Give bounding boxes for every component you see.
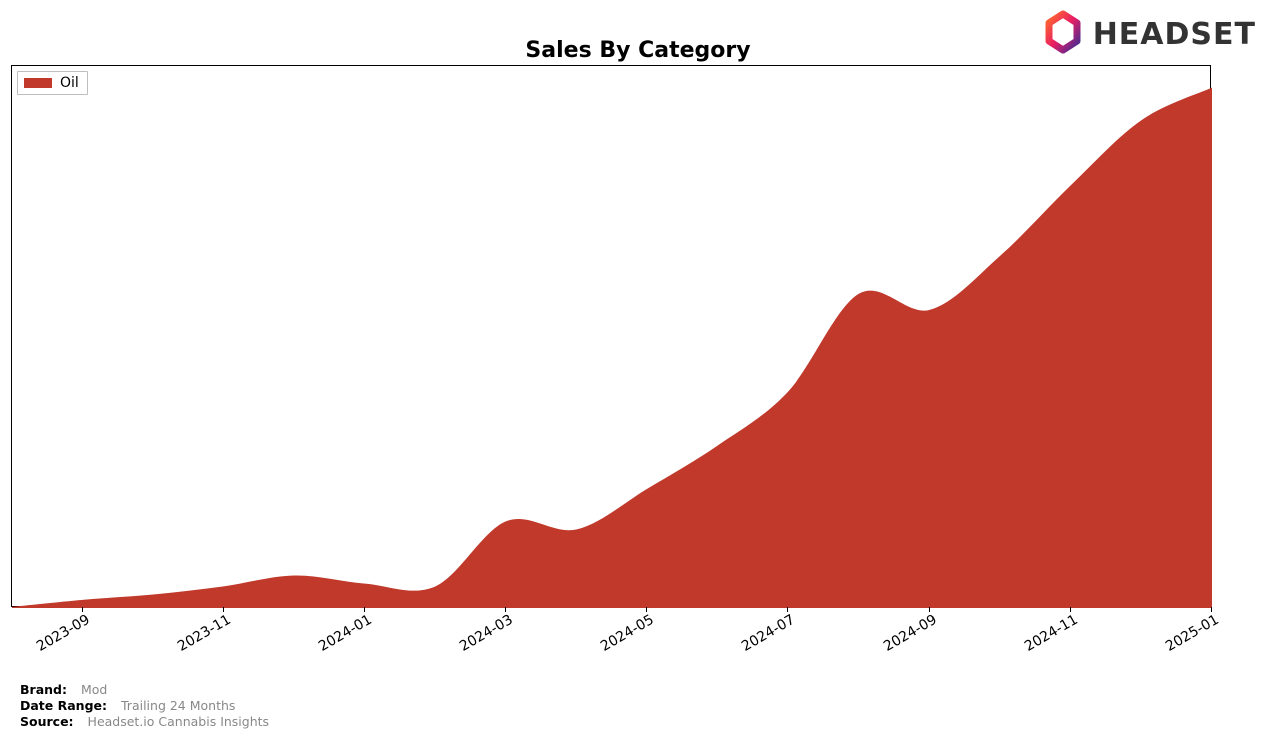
x-tick-mark xyxy=(223,607,224,612)
meta-label: Source: xyxy=(20,714,74,729)
headset-logo-icon xyxy=(1041,10,1085,58)
area-series-svg xyxy=(12,66,1212,608)
meta-value: Mod xyxy=(81,682,107,697)
meta-row: Brand: Mod xyxy=(20,682,269,698)
x-tick-label: 2023-11 xyxy=(175,612,234,655)
meta-row: Date Range: Trailing 24 Months xyxy=(20,698,269,714)
x-tick-label: 2024-11 xyxy=(1022,612,1081,655)
x-tick-mark xyxy=(364,607,365,612)
x-tick-label: 2024-01 xyxy=(316,612,375,655)
legend-label: Oil xyxy=(60,75,79,91)
meta-value: Trailing 24 Months xyxy=(121,698,235,713)
x-tick-mark xyxy=(1070,607,1071,612)
x-tick-label: 2024-09 xyxy=(881,612,940,655)
brand-logo-text: HEADSET xyxy=(1093,17,1256,52)
chart-container: Sales By Category HEADSET Oil 2023-0 xyxy=(0,0,1276,738)
legend-swatch xyxy=(24,78,52,88)
x-tick-label: 2024-07 xyxy=(739,612,798,655)
x-tick-mark xyxy=(82,607,83,612)
x-tick-label: 2024-05 xyxy=(598,612,657,655)
legend: Oil xyxy=(17,71,88,95)
x-tick-label: 2023-09 xyxy=(34,612,93,655)
plot-area: Oil xyxy=(11,65,1211,607)
meta-label: Date Range: xyxy=(20,698,107,713)
area-path xyxy=(12,88,1212,608)
x-tick-mark xyxy=(929,607,930,612)
metadata-block: Brand:ModDate Range:Trailing 24 MonthsSo… xyxy=(20,682,269,730)
x-tick-label: 2025-01 xyxy=(1163,612,1222,655)
meta-label: Brand: xyxy=(20,682,67,697)
meta-value: Headset.io Cannabis Insights xyxy=(88,714,270,729)
x-tick-label: 2024-03 xyxy=(457,612,516,655)
chart-title-text: Sales By Category xyxy=(525,38,750,63)
brand-logo: HEADSET xyxy=(1041,10,1256,58)
meta-row: Source: Headset.io Cannabis Insights xyxy=(20,714,269,730)
